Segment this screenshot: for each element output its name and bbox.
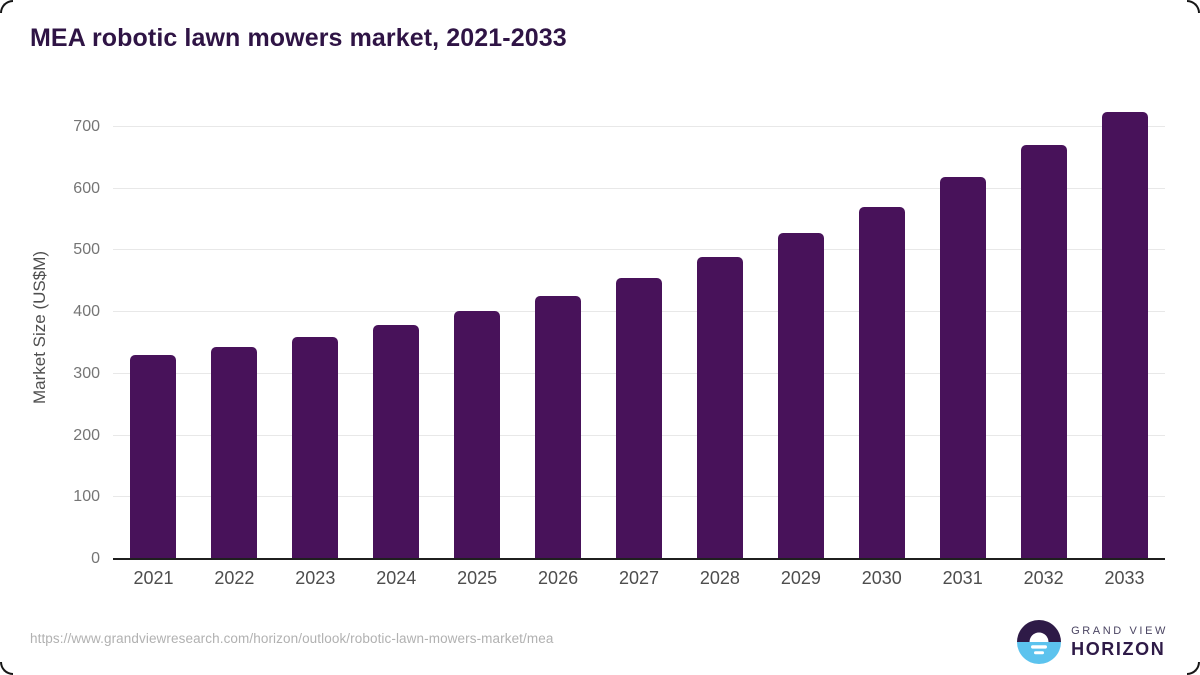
x-tick-label-2022: 2022: [214, 568, 255, 588]
bar-2030[interactable]: [858, 207, 905, 559]
y-tick-label-600: 600: [73, 179, 100, 197]
corner-arc: [0, 662, 13, 675]
logo-text: GRAND VIEW HORIZON: [1071, 625, 1168, 660]
bar-2024[interactable]: [373, 325, 420, 559]
corner-arc: [1187, 0, 1200, 13]
corner-arc: [0, 0, 13, 13]
bar-band-2029: [760, 96, 841, 559]
gridline-500: [113, 249, 1165, 251]
bar-band-2030: [841, 96, 922, 559]
x-tick-label-2028: 2028: [699, 568, 740, 588]
bar-band-2024: [356, 96, 437, 559]
source-url: https://www.grandviewresearch.com/horizo…: [30, 631, 554, 646]
gridline-600: [113, 187, 1165, 189]
y-tick-label-0: 0: [91, 550, 100, 567]
plot-area: [113, 96, 1165, 560]
bar-band-2025: [437, 96, 518, 559]
x-tick-label-2026: 2026: [538, 568, 579, 588]
x-axis-tick-labels: 2021 2022 2023 2024 2025 2026 2027 2028 2029 2030…: [113, 568, 1165, 589]
bar-band-2031: [922, 96, 1003, 559]
y-axis-title: Market Size (US$M): [30, 250, 49, 405]
bar-2033[interactable]: [1101, 112, 1148, 559]
x-tick-label-2021: 2021: [133, 568, 174, 588]
x-tick-label-2030: 2030: [861, 568, 902, 588]
x-axis-line: [113, 558, 1165, 560]
bar-band-2032: [1003, 96, 1084, 559]
bar-2025[interactable]: [454, 311, 501, 559]
bar-2032[interactable]: [1020, 145, 1067, 559]
bar-band-2028: [679, 96, 760, 559]
bar-band-2033: [1084, 96, 1165, 559]
x-tick-label-2032: 2032: [1023, 568, 1064, 588]
bar-2027[interactable]: [615, 277, 662, 559]
chart-title: MEA robotic lawn mowers market, 2021-203…: [30, 24, 567, 52]
y-axis-tick-labels: 0 100 200 300 400 500 600 700: [52, 96, 100, 567]
x-tick-label-2033: 2033: [1104, 568, 1145, 588]
grandview-horizon-logo: GRAND VIEW HORIZON: [1017, 620, 1168, 664]
bar-band-2026: [518, 96, 599, 559]
bar-band-2021: [113, 96, 194, 559]
y-tick-label-400: 400: [73, 303, 100, 321]
bar-2023[interactable]: [292, 336, 339, 559]
y-tick-label-100: 100: [73, 488, 100, 506]
x-tick-label-2031: 2031: [942, 568, 983, 588]
bar-2026[interactable]: [535, 296, 582, 559]
bar-2031[interactable]: [939, 176, 986, 559]
bars-container: [113, 96, 1165, 559]
y-tick-label-300: 300: [73, 364, 100, 382]
bar-2029[interactable]: [777, 233, 824, 559]
gridline-700: [113, 125, 1165, 127]
x-tick-label-2025: 2025: [457, 568, 498, 588]
bar-2021[interactable]: [130, 355, 177, 559]
logo-text-horizon: HORIZON: [1071, 638, 1166, 659]
x-tick-label-2027: 2027: [618, 568, 660, 588]
logo-mark-icon: [1017, 620, 1062, 664]
x-tick-label-2023: 2023: [295, 568, 336, 588]
bar-2028[interactable]: [696, 257, 743, 559]
logo-text-grand-view: GRAND VIEW: [1071, 624, 1168, 637]
y-tick-label-500: 500: [73, 241, 100, 259]
bar-2022[interactable]: [211, 346, 258, 559]
corner-arc: [1187, 662, 1200, 675]
x-tick-label-2024: 2024: [376, 568, 417, 588]
bar-band-2027: [599, 96, 680, 559]
y-tick-label-200: 200: [73, 426, 100, 444]
x-tick-label-2029: 2029: [780, 568, 821, 588]
bar-band-2022: [194, 96, 275, 559]
bar-band-2023: [275, 96, 356, 559]
y-tick-label-700: 700: [73, 117, 100, 135]
